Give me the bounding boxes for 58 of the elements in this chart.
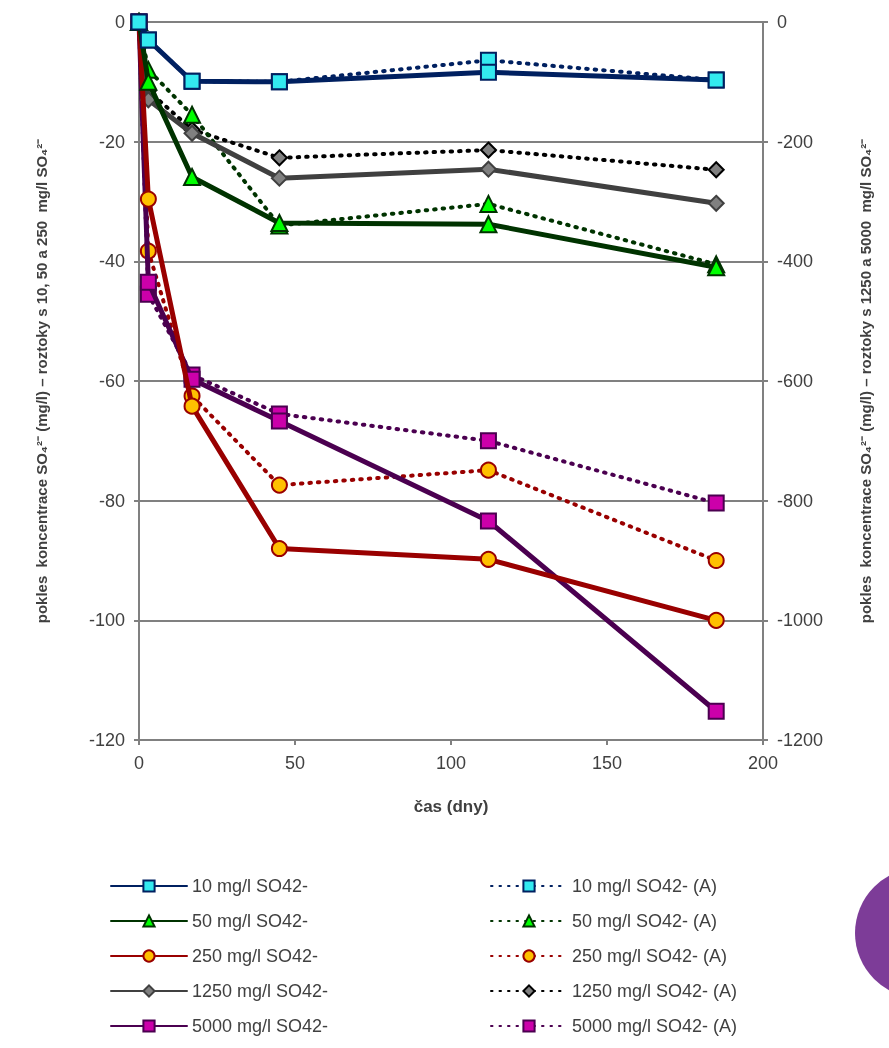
point xyxy=(707,494,725,512)
x-tick-label: 200 xyxy=(747,753,779,773)
point xyxy=(139,273,157,291)
point xyxy=(183,167,202,186)
x-axis-title: čas (dny) xyxy=(413,797,489,816)
legend-label: 5000 mg/l SO42- (A) xyxy=(572,1016,738,1036)
y2-tick-label: -400 xyxy=(777,251,814,272)
y-tick-label: -60 xyxy=(98,371,125,391)
y2-tick-label: -1200 xyxy=(777,730,824,750)
y-tick-label: -100 xyxy=(88,610,125,631)
y2-tick-label: 0 xyxy=(777,12,788,32)
point xyxy=(270,169,288,187)
y-tick-label: -20 xyxy=(98,131,125,152)
x-tick-label: 150 xyxy=(591,753,623,773)
point xyxy=(707,552,725,569)
legend-label: 250 mg/l SO42- xyxy=(192,946,319,966)
y2-tick-label: -200 xyxy=(777,131,814,152)
point xyxy=(707,161,725,179)
legend-label: 250 mg/l SO42- (A) xyxy=(572,946,728,966)
point xyxy=(479,63,497,81)
y-axis-title: pokles koncentrace SO₄²⁻ (mg/l) – roztoky s 10, 50 a 250 mg/l SO₄²⁻ xyxy=(33,138,50,624)
point xyxy=(270,540,288,558)
point xyxy=(707,194,725,212)
point xyxy=(479,215,498,234)
point xyxy=(479,550,497,568)
point xyxy=(479,160,497,178)
point xyxy=(479,461,497,479)
legend-label: 10 mg/l SO42- (A) xyxy=(572,876,718,896)
point xyxy=(139,190,157,208)
y2-tick-label: -1000 xyxy=(777,610,824,631)
point xyxy=(183,105,202,124)
y-tick-label: -40 xyxy=(98,251,125,272)
point xyxy=(479,432,497,450)
point xyxy=(270,149,288,167)
point xyxy=(270,412,288,430)
legend-label: 50 mg/l SO42- (A) xyxy=(572,911,718,931)
x-tick-label: 0 xyxy=(133,753,145,773)
y2-tick-label: -600 xyxy=(777,371,814,391)
legend-label: 1250 mg/l SO42- xyxy=(192,981,329,1001)
y-tick-label: 0 xyxy=(114,12,125,32)
point xyxy=(183,397,201,415)
point xyxy=(479,141,497,159)
y2-tick-label: -800 xyxy=(777,490,814,511)
legend-label: 50 mg/l SO42- xyxy=(192,911,309,931)
y-tick-label: -80 xyxy=(98,490,125,511)
point xyxy=(479,194,498,213)
x-tick-label: 50 xyxy=(284,753,306,773)
y-tick-label: -120 xyxy=(88,730,125,750)
legend-label: 1250 mg/l SO42- (A) xyxy=(572,981,738,1001)
point xyxy=(270,476,288,494)
legend-label: 5000 mg/l SO42- xyxy=(192,1016,329,1036)
y2-axis-title: pokles koncentrace SO₄²⁻ (mg/l) – roztoky s 1250 a 5000 mg/l SO₄²⁻ xyxy=(857,138,874,624)
x-tick-label: 100 xyxy=(435,753,467,773)
point xyxy=(139,72,158,91)
legend-label: 10 mg/l SO42- xyxy=(192,876,309,896)
point xyxy=(479,512,497,530)
point xyxy=(707,611,725,629)
point xyxy=(707,702,725,720)
